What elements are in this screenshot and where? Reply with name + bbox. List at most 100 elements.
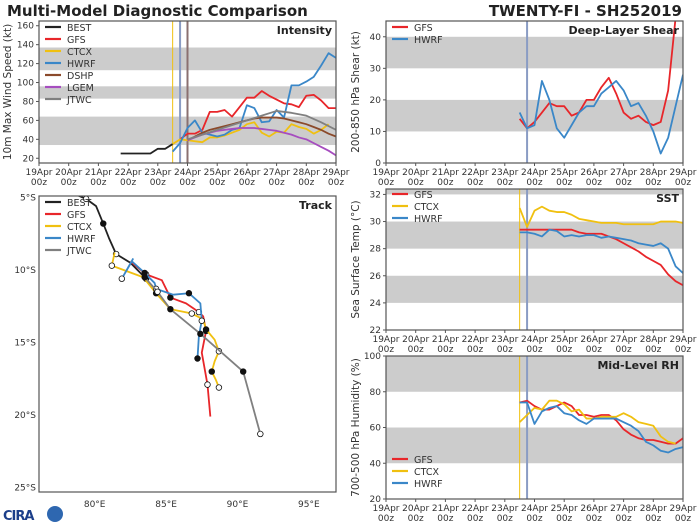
legend-label-ctcx: CTCX: [414, 202, 440, 213]
series-hwrf: [519, 401, 683, 454]
x-tick-label-hour: 00z: [467, 514, 483, 524]
x-tick-label: 90°E: [227, 500, 249, 510]
panel-title: SST: [656, 192, 679, 205]
y-tick-label: 40: [23, 135, 35, 145]
y-axis-label: Sea Surface Temp (°C): [350, 200, 362, 318]
x-tick-label: 25Apr: [204, 168, 231, 178]
x-tick-label: 25Apr: [551, 168, 578, 178]
x-tick-label-hour: 00z: [526, 178, 542, 188]
track-marker: [215, 384, 223, 391]
track-marker: [198, 317, 205, 324]
x-tick-label-hour: 00z: [497, 345, 513, 355]
legend-label-gfs: GFS: [414, 23, 433, 34]
track-marker: [141, 274, 148, 281]
x-tick-label: 29Apr: [322, 168, 349, 178]
x-tick-label-hour: 00z: [467, 345, 483, 355]
x-tick-label: 22Apr: [462, 168, 489, 178]
x-tick-label: 19Apr: [25, 168, 52, 178]
x-tick-label-hour: 00z: [645, 514, 661, 524]
x-tick-label: 23Apr: [491, 335, 518, 345]
y-tick-label: 100: [17, 79, 34, 89]
track-marker: [118, 275, 126, 282]
x-tick-label-hour: 00z: [586, 345, 602, 355]
x-tick-label-hour: 00z: [61, 178, 77, 188]
track-marker: [108, 262, 116, 269]
track-marker: [185, 290, 193, 297]
panel-title: Track: [299, 199, 333, 212]
y-tick-label: 20°S: [14, 411, 36, 421]
x-tick-label-hour: 00z: [645, 345, 661, 355]
x-tick-label: 80°E: [84, 500, 106, 510]
x-tick-label-hour: 00z: [298, 178, 314, 188]
x-tick-label: 21Apr: [432, 168, 459, 178]
x-tick-label-hour: 00z: [269, 178, 285, 188]
series-best: [120, 143, 174, 155]
y-tick-label: 25°S: [14, 484, 36, 494]
x-tick-label-hour: 00z: [378, 345, 394, 355]
series-hwrf: [171, 52, 336, 153]
y-tick-label: 40: [370, 33, 382, 43]
y-axis-label: 10m Max Wind Speed (kt): [2, 24, 14, 160]
x-tick-label-hour: 00z: [209, 178, 225, 188]
shaded-band: [386, 36, 683, 69]
x-tick-label: 85°E: [155, 500, 177, 510]
track-marker: [167, 305, 174, 313]
x-tick-label: 28Apr: [640, 504, 667, 514]
y-tick-label: 80: [370, 388, 382, 398]
legend-label-gfs: GFS: [414, 455, 433, 466]
series-hwrf: [519, 228, 683, 274]
plot-area: [39, 21, 336, 163]
panel-title: Intensity: [277, 24, 332, 37]
shaded-band: [386, 189, 683, 195]
legend-label-best: BEST: [67, 198, 92, 209]
x-tick-label: 23Apr: [491, 504, 518, 514]
x-tick-label: 19Apr: [372, 168, 399, 178]
y-tick-label: 60: [370, 424, 382, 434]
plot-area: [386, 189, 683, 330]
figure-title: Multi-Model Diagnostic Comparison: [7, 2, 308, 20]
series-hwrf: [518, 74, 683, 155]
storm-title: TWENTY-FI - SH252019: [488, 2, 682, 20]
track-marker: [188, 310, 195, 317]
x-tick-label: 28Apr: [293, 168, 320, 178]
plot-area: [76, 196, 264, 438]
y-tick-label: 30: [370, 218, 382, 228]
x-tick-label: 26Apr: [580, 504, 607, 514]
legend-label-hwrf: HWRF: [67, 59, 96, 70]
y-tick-label: 120: [17, 60, 34, 70]
panel-title: Mid-Level RH: [597, 359, 679, 372]
series-ctcx: [172, 121, 330, 145]
y-tick-label: 22: [370, 326, 381, 336]
legend-label-hwrf: HWRF: [414, 479, 443, 490]
x-tick-label-hour: 00z: [616, 345, 632, 355]
x-tick-label-hour: 00z: [586, 178, 602, 188]
x-tick-label-hour: 00z: [645, 178, 661, 188]
x-tick-label: 26Apr: [233, 168, 260, 178]
panel-sst: SST19Apr00z20Apr00z21Apr00z22Apr00z23Apr…: [350, 188, 697, 355]
legend-label-dshp: DSHP: [67, 71, 93, 82]
legend-label-jtwc: JTWC: [66, 95, 92, 106]
x-tick-label-hour: 00z: [408, 345, 424, 355]
y-axis-label: 200-850 hPa Shear (kt): [350, 31, 362, 153]
track-marker: [154, 288, 161, 295]
series-jtwc: [143, 276, 262, 435]
y-tick-label: 5°S: [20, 193, 36, 203]
plot-area: [386, 21, 683, 163]
x-tick-label: 26Apr: [580, 335, 607, 345]
x-tick-label-hour: 00z: [586, 514, 602, 524]
track-marker: [239, 368, 247, 375]
y-tick-label: 160: [17, 22, 34, 32]
x-tick-label-hour: 00z: [437, 514, 453, 524]
y-tick-label: 40: [370, 459, 382, 469]
legend-label-ctcx: CTCX: [414, 467, 440, 478]
panel-mid-level-rh: Mid-Level RH19Apr00z20Apr00z21Apr00z22Ap…: [350, 352, 697, 524]
x-tick-label: 20Apr: [55, 168, 82, 178]
x-tick-label-hour: 00z: [616, 514, 632, 524]
x-tick-label: 25Apr: [551, 335, 578, 345]
track-marker: [167, 294, 174, 301]
series-ctcx: [518, 205, 683, 228]
x-tick-label-hour: 00z: [408, 514, 424, 524]
x-tick-label: 21Apr: [85, 168, 112, 178]
x-tick-label-hour: 00z: [437, 345, 453, 355]
